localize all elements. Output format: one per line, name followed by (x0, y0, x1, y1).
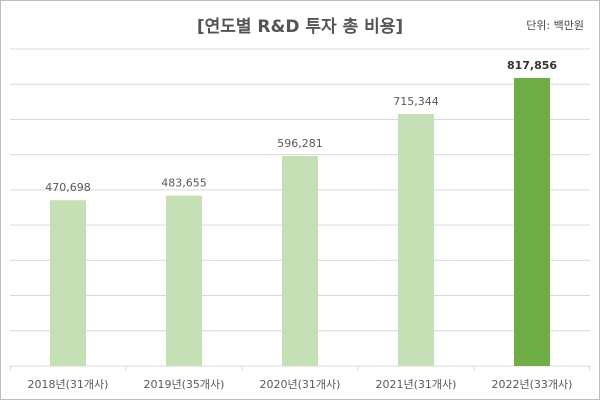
x-tick-label: 2019년(35개사) (144, 378, 225, 391)
x-tick-label: 2022년(33개사) (492, 378, 573, 391)
data-label: 483,655 (161, 177, 207, 190)
x-tick-label: 2018년(31개사) (28, 378, 109, 391)
data-label: 470,698 (45, 181, 91, 194)
bar (166, 195, 202, 366)
unit-label: 단위: 백만원 (526, 19, 584, 32)
bar (50, 200, 86, 366)
data-label: 715,344 (393, 95, 439, 108)
x-tick-label: 2021년(31개사) (376, 378, 457, 391)
bar (282, 155, 318, 366)
x-tick-label: 2020년(31개사) (260, 378, 341, 391)
bar (514, 77, 550, 366)
chart-title: [연도별 R&D 투자 총 비용] (196, 17, 404, 37)
data-label: 817,856 (507, 59, 557, 72)
bar (398, 114, 434, 366)
data-label: 596,281 (277, 137, 323, 150)
